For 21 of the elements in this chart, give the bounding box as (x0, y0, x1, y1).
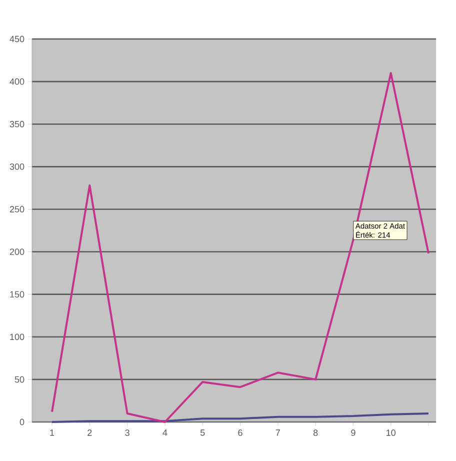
y-tick-label: 0 (20, 418, 24, 426)
y-tick-label: 200 (10, 248, 24, 255)
y-tick-label: 50 (14, 376, 24, 383)
x-tick-label: 8 (313, 430, 318, 436)
x-tick-label: 6 (238, 430, 242, 436)
y-tick-label: 450 (10, 36, 24, 42)
x-tick-label: 7 (276, 430, 280, 436)
y-tick-label: 100 (10, 334, 24, 340)
x-tick-label: 1 (50, 430, 54, 436)
y-tick-label: 150 (10, 291, 24, 298)
y-tick-label: 300 (10, 163, 24, 170)
x-tick-label: 3 (125, 430, 130, 436)
x-tick-label: 10 (386, 430, 396, 436)
x-tick-label: 4 (162, 430, 168, 436)
line-series (51, 72, 430, 423)
y-tick-label: 400 (10, 78, 24, 85)
y-tick-label: 350 (10, 120, 24, 128)
x-tick-label: 9 (351, 430, 356, 436)
x-tick-label: 2 (88, 430, 92, 436)
y-tick-label: 250 (10, 206, 24, 212)
x-tick-label: 5 (200, 430, 205, 436)
